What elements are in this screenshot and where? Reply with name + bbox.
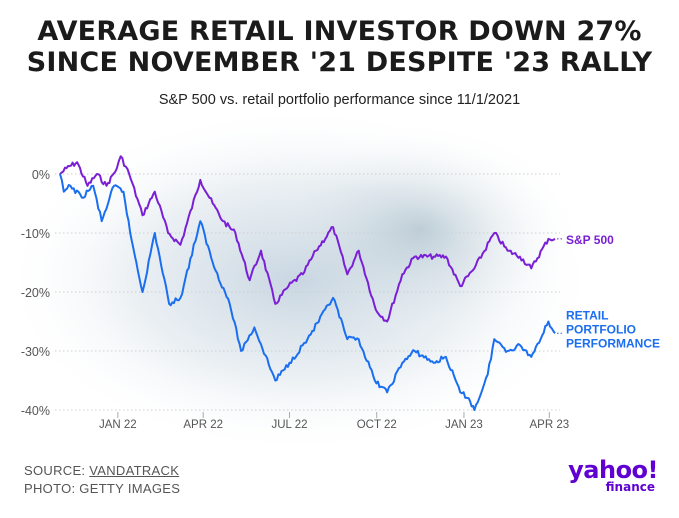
y-tick-label: -20% — [21, 286, 50, 300]
y-tick-label: -40% — [21, 404, 50, 418]
retail-series-label: RETAIL — [566, 308, 608, 322]
source-label: SOURCE: — [24, 463, 90, 478]
retail-series-label: PERFORMANCE — [566, 336, 660, 350]
x-tick-label: OCT 22 — [357, 419, 397, 431]
logo-wordmark: yahoo! — [568, 456, 658, 484]
y-tick-label: -30% — [21, 345, 50, 359]
retail-line — [59, 173, 556, 411]
x-tick-label: JUL 22 — [271, 419, 307, 431]
sp500-line — [59, 155, 556, 323]
chart-title: AVERAGE RETAIL INVESTOR DOWN 27% SINCE N… — [0, 16, 679, 78]
photo-credit: PHOTO: GETTY IMAGES — [24, 481, 181, 496]
y-tick-label: -10% — [21, 227, 50, 241]
chart-subtitle: S&P 500 vs. retail portfolio performance… — [158, 92, 521, 108]
logo-subtext: finance — [605, 480, 655, 494]
title-line-2: SINCE NOVEMBER '21 DESPITE '23 RALLY — [26, 47, 653, 78]
sp500-series-label: S&P 500 — [566, 233, 614, 247]
x-tick-label: JAN 22 — [99, 419, 137, 431]
retail-series-label: PORTFOLIO — [566, 322, 636, 336]
title-line-1: AVERAGE RETAIL INVESTOR DOWN 27% — [37, 16, 642, 47]
x-tick-label: APR 23 — [529, 419, 569, 431]
background-photo — [0, 105, 600, 455]
x-tick-label: JAN 23 — [445, 419, 483, 431]
source-line: SOURCE: VANDATRACK — [24, 462, 180, 480]
yahoo-finance-logo: yahoo! finance — [566, 458, 658, 493]
y-tick-label: 0% — [32, 168, 50, 182]
x-tick-label: APR 22 — [183, 419, 223, 431]
source-link[interactable]: VANDATRACK — [89, 463, 180, 478]
footer-credits: SOURCE: VANDATRACK PHOTO: GETTY IMAGES — [24, 462, 180, 498]
